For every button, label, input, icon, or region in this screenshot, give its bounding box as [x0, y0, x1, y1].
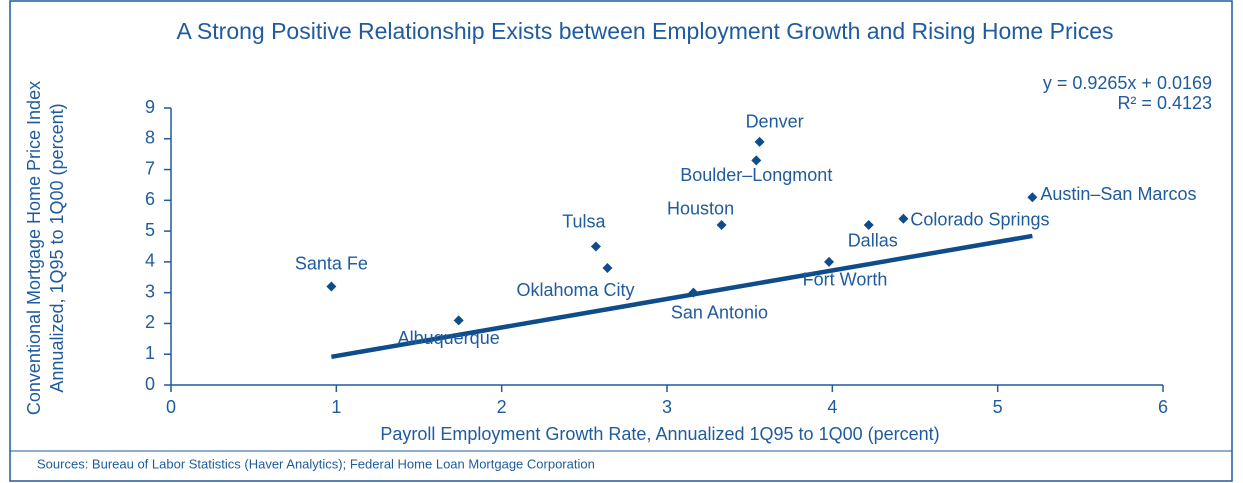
y-tick-label: 7 [145, 158, 155, 178]
point-label: San Antonio [671, 302, 768, 322]
point-label: Austin–San Marcos [1040, 184, 1196, 204]
x-tick-label: 6 [1158, 397, 1168, 417]
source: Sources: Bureau of Labor Statistics (Hav… [37, 456, 595, 471]
y-axis-label: Conventional Mortgage Home Price Index [24, 81, 44, 415]
y-tick-label: 0 [145, 374, 155, 394]
y-tick-label: 3 [145, 281, 155, 301]
point-label: Dallas [848, 231, 898, 251]
r-squared: R² = 0.4123 [1117, 93, 1212, 113]
point [824, 256, 835, 267]
frame [9, 0, 1233, 482]
y-tick-label: 5 [145, 220, 155, 240]
y-tick-label: 9 [145, 97, 155, 117]
x-tick-label: 3 [662, 397, 672, 417]
point [716, 219, 727, 230]
x-tick-label: 0 [166, 397, 176, 417]
y-tick-label: 8 [145, 128, 155, 148]
point [590, 241, 601, 252]
point [754, 136, 765, 147]
point [453, 315, 464, 326]
point-label: Fort Worth [803, 270, 888, 290]
point [688, 287, 699, 298]
point [863, 219, 874, 230]
y-axis-label: Annualized, 1Q95 to 1Q00 (percent) [47, 103, 67, 392]
point-label: Albuquerque [398, 328, 500, 348]
point-label: Colorado Springs [910, 210, 1049, 230]
point [326, 281, 337, 292]
point-label: Houston [667, 199, 734, 219]
y-tick-label: 6 [145, 189, 155, 209]
point-label: Tulsa [562, 211, 606, 231]
trend-equation: y = 0.9265x + 0.0169 [1043, 73, 1212, 93]
x-axis-label: Payroll Employment Growth Rate, Annualiz… [380, 424, 939, 444]
point [1027, 192, 1038, 203]
point [602, 263, 613, 274]
point [751, 155, 762, 166]
x-tick-label: 4 [827, 397, 837, 417]
x-tick-label: 5 [993, 397, 1003, 417]
y-tick-label: 2 [145, 312, 155, 332]
chart-title: A Strong Positive Relationship Exists be… [176, 18, 1113, 44]
point-label: Denver [746, 112, 804, 132]
point-label: Oklahoma City [516, 280, 634, 300]
point-label: Boulder–Longmont [680, 165, 832, 185]
y-tick-label: 1 [145, 343, 155, 363]
point [898, 213, 909, 224]
point-label: Santa Fe [295, 253, 368, 273]
x-tick-label: 2 [497, 397, 507, 417]
x-tick-label: 1 [331, 397, 341, 417]
y-tick-label: 4 [145, 251, 155, 271]
trend-line [330, 233, 1033, 360]
